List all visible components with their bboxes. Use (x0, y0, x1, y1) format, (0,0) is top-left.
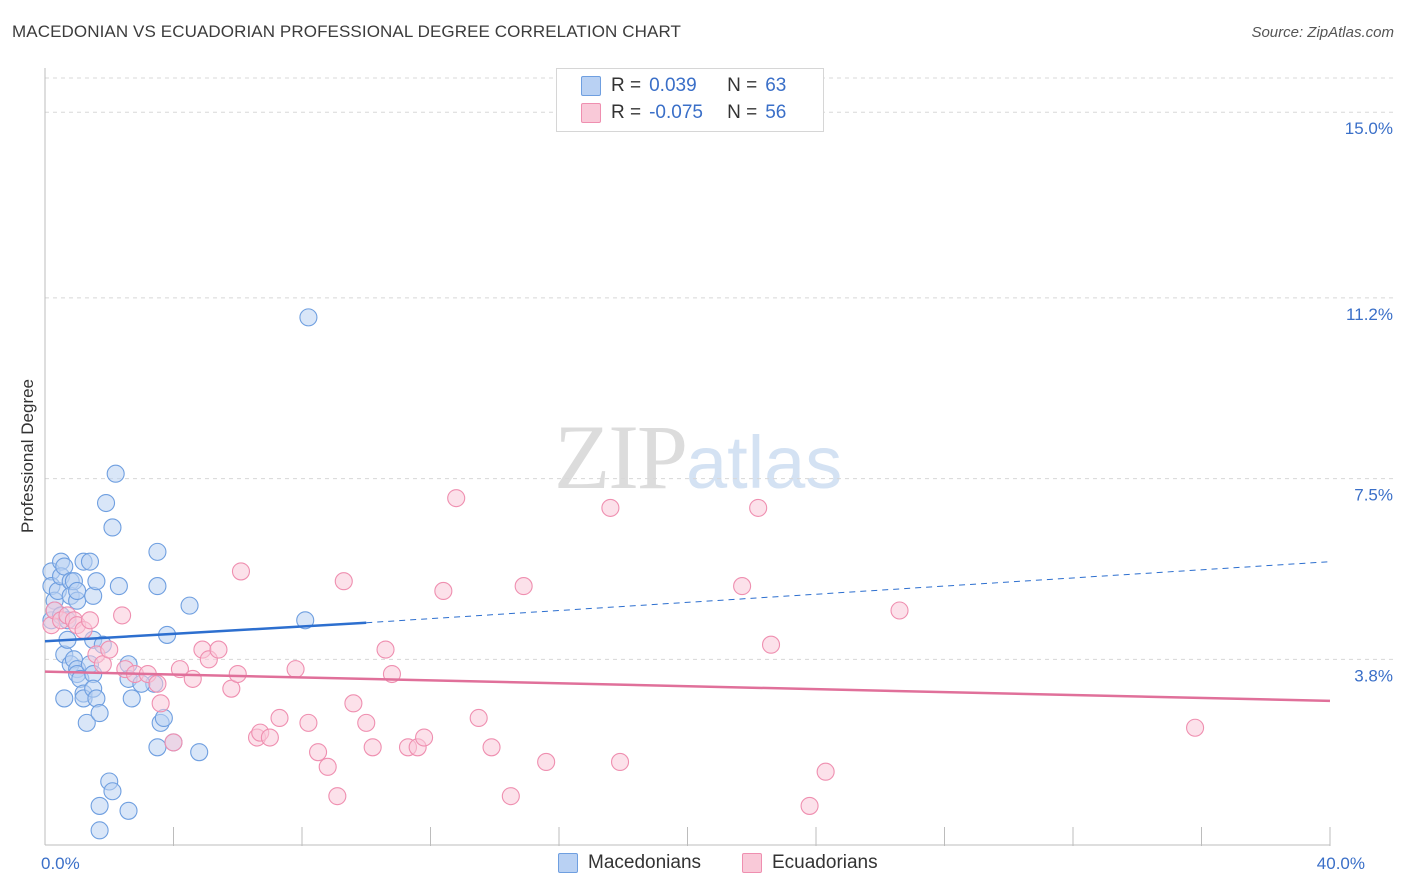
ecuadorian-point[interactable] (469, 708, 488, 728)
ecuadorian-point[interactable] (482, 738, 501, 757)
ecuadorian-point[interactable] (761, 635, 781, 654)
ecuadorian-point[interactable] (164, 733, 183, 752)
ecuadorian-point[interactable] (100, 640, 119, 659)
ecuadorian-point[interactable] (447, 489, 466, 508)
ecuadorian-point[interactable] (357, 713, 376, 732)
legend-row-ecuadorians: R = -0.075 N = 56 (581, 100, 786, 126)
ecuadorian-point[interactable] (601, 498, 620, 517)
ecuadorian-point[interactable] (270, 708, 289, 728)
legend-r-label: R = (611, 75, 642, 96)
macedonian-point[interactable] (80, 552, 100, 571)
macedonian-point[interactable] (148, 542, 167, 561)
macedonian-point[interactable] (96, 493, 116, 513)
ecuadorian-point[interactable] (286, 660, 305, 679)
macedonian-point[interactable] (148, 577, 167, 596)
legend-n-label: N = (727, 75, 758, 96)
watermark-zip: ZIP (554, 406, 688, 508)
macedonian-point[interactable] (84, 586, 103, 605)
ecuadorian-point[interactable] (816, 762, 835, 781)
legend-swatch-ecuadorians (581, 103, 601, 123)
macedonian-point[interactable] (122, 689, 141, 708)
bottom-legend-swatch-ecuadorians (742, 853, 762, 873)
macedonian-trend-extension (366, 561, 1331, 624)
macedonian-trend-line (44, 621, 367, 643)
macedonian-point[interactable] (299, 308, 318, 327)
ecuadorian-point[interactable] (537, 752, 556, 771)
ecuadorian-point[interactable] (80, 611, 100, 630)
y-tick-label: 7.5% (1354, 486, 1393, 505)
macedonian-point[interactable] (154, 708, 173, 728)
ecuadorian-point[interactable] (376, 640, 395, 659)
legend-r-label: R = (611, 102, 642, 123)
macedonian-point[interactable] (190, 743, 209, 762)
correlation-legend: R = 0.039 N = 63 R = -0.075 N = 56 (556, 68, 824, 132)
ecuadorian-point[interactable] (514, 577, 533, 596)
x-tick-label: 40.0% (1317, 854, 1365, 873)
macedonian-point[interactable] (87, 689, 106, 708)
legend-r-value: 0.039 (649, 75, 697, 96)
ecuadorian-point[interactable] (328, 787, 347, 806)
ecuadorian-point[interactable] (209, 640, 228, 659)
macedonian-point[interactable] (90, 704, 109, 723)
y-tick-label: 3.8% (1354, 666, 1393, 685)
ecuadorian-point[interactable] (749, 498, 768, 517)
bottom-legend-label-macedonians: Macedonians (588, 852, 702, 873)
macedonian-point[interactable] (55, 689, 74, 708)
ecuadorian-point[interactable] (318, 757, 337, 776)
legend-swatch-macedonians (581, 76, 601, 96)
ecuadorian-point[interactable] (434, 581, 453, 601)
ecuadorian-point[interactable] (228, 664, 247, 684)
source-label: Source: ZipAtlas.com (1251, 24, 1394, 41)
ecuadorian-point[interactable] (890, 601, 909, 620)
bottom-legend-swatch-macedonians (558, 853, 578, 873)
ecuadorian-point[interactable] (800, 796, 819, 815)
macedonian-point[interactable] (109, 577, 128, 596)
bottom-legend-ecuadorians: Ecuadorians (742, 852, 878, 874)
macedonian-point[interactable] (106, 464, 125, 483)
ecuadorian-point[interactable] (309, 743, 328, 762)
macedonian-point[interactable] (77, 713, 96, 732)
ecuadorian-point[interactable] (363, 738, 382, 757)
legend-row-macedonians: R = 0.039 N = 63 (581, 73, 786, 99)
ecuadorian-point[interactable] (148, 674, 167, 693)
macedonian-point[interactable] (148, 738, 167, 757)
ecuadorian-point[interactable] (415, 728, 434, 747)
chart-title: MACEDONIAN VS ECUADORIAN PROFESSIONAL DE… (12, 22, 681, 41)
ecuadorian-point[interactable] (299, 713, 318, 732)
x-tick-label: 0.0% (41, 854, 80, 873)
macedonian-point[interactable] (103, 782, 122, 801)
ecuadorian-point[interactable] (334, 572, 353, 591)
watermark-atlas: atlas (686, 421, 843, 504)
watermark: ZIPatlas (554, 404, 842, 510)
macedonian-point[interactable] (119, 801, 138, 820)
macedonian-point[interactable] (103, 518, 122, 537)
ecuadorian-point[interactable] (151, 694, 170, 713)
y-tick-label: 11.2% (1346, 305, 1393, 324)
ecuadorian-point[interactable] (113, 606, 132, 625)
ecuadorian-point[interactable] (1186, 718, 1205, 737)
ecuadorian-point[interactable] (501, 787, 520, 806)
macedonian-point[interactable] (90, 796, 109, 815)
legend-n-value: 56 (765, 102, 787, 123)
macedonian-point[interactable] (87, 572, 106, 591)
ecuadorian-trend-line (44, 670, 1331, 703)
ecuadorian-point[interactable] (733, 577, 752, 596)
macedonian-point[interactable] (68, 581, 87, 601)
ecuadorian-point[interactable] (610, 752, 630, 771)
macedonian-point[interactable] (180, 596, 199, 615)
bottom-legend-label-ecuadorians: Ecuadorians (772, 852, 878, 873)
legend-r-value: -0.075 (649, 102, 703, 123)
bottom-legend-macedonians: Macedonians (558, 852, 701, 874)
ecuadorian-point[interactable] (231, 562, 251, 581)
legend-n-value: 63 (765, 75, 787, 96)
ecuadorian-point[interactable] (260, 728, 279, 747)
macedonian-point[interactable] (296, 611, 315, 630)
macedonian-point[interactable] (90, 821, 109, 840)
ecuadorian-point[interactable] (344, 694, 363, 713)
legend-n-label: N = (727, 102, 758, 123)
ecuadorian-point[interactable] (183, 669, 202, 688)
y-tick-label: 15.0% (1345, 119, 1393, 138)
